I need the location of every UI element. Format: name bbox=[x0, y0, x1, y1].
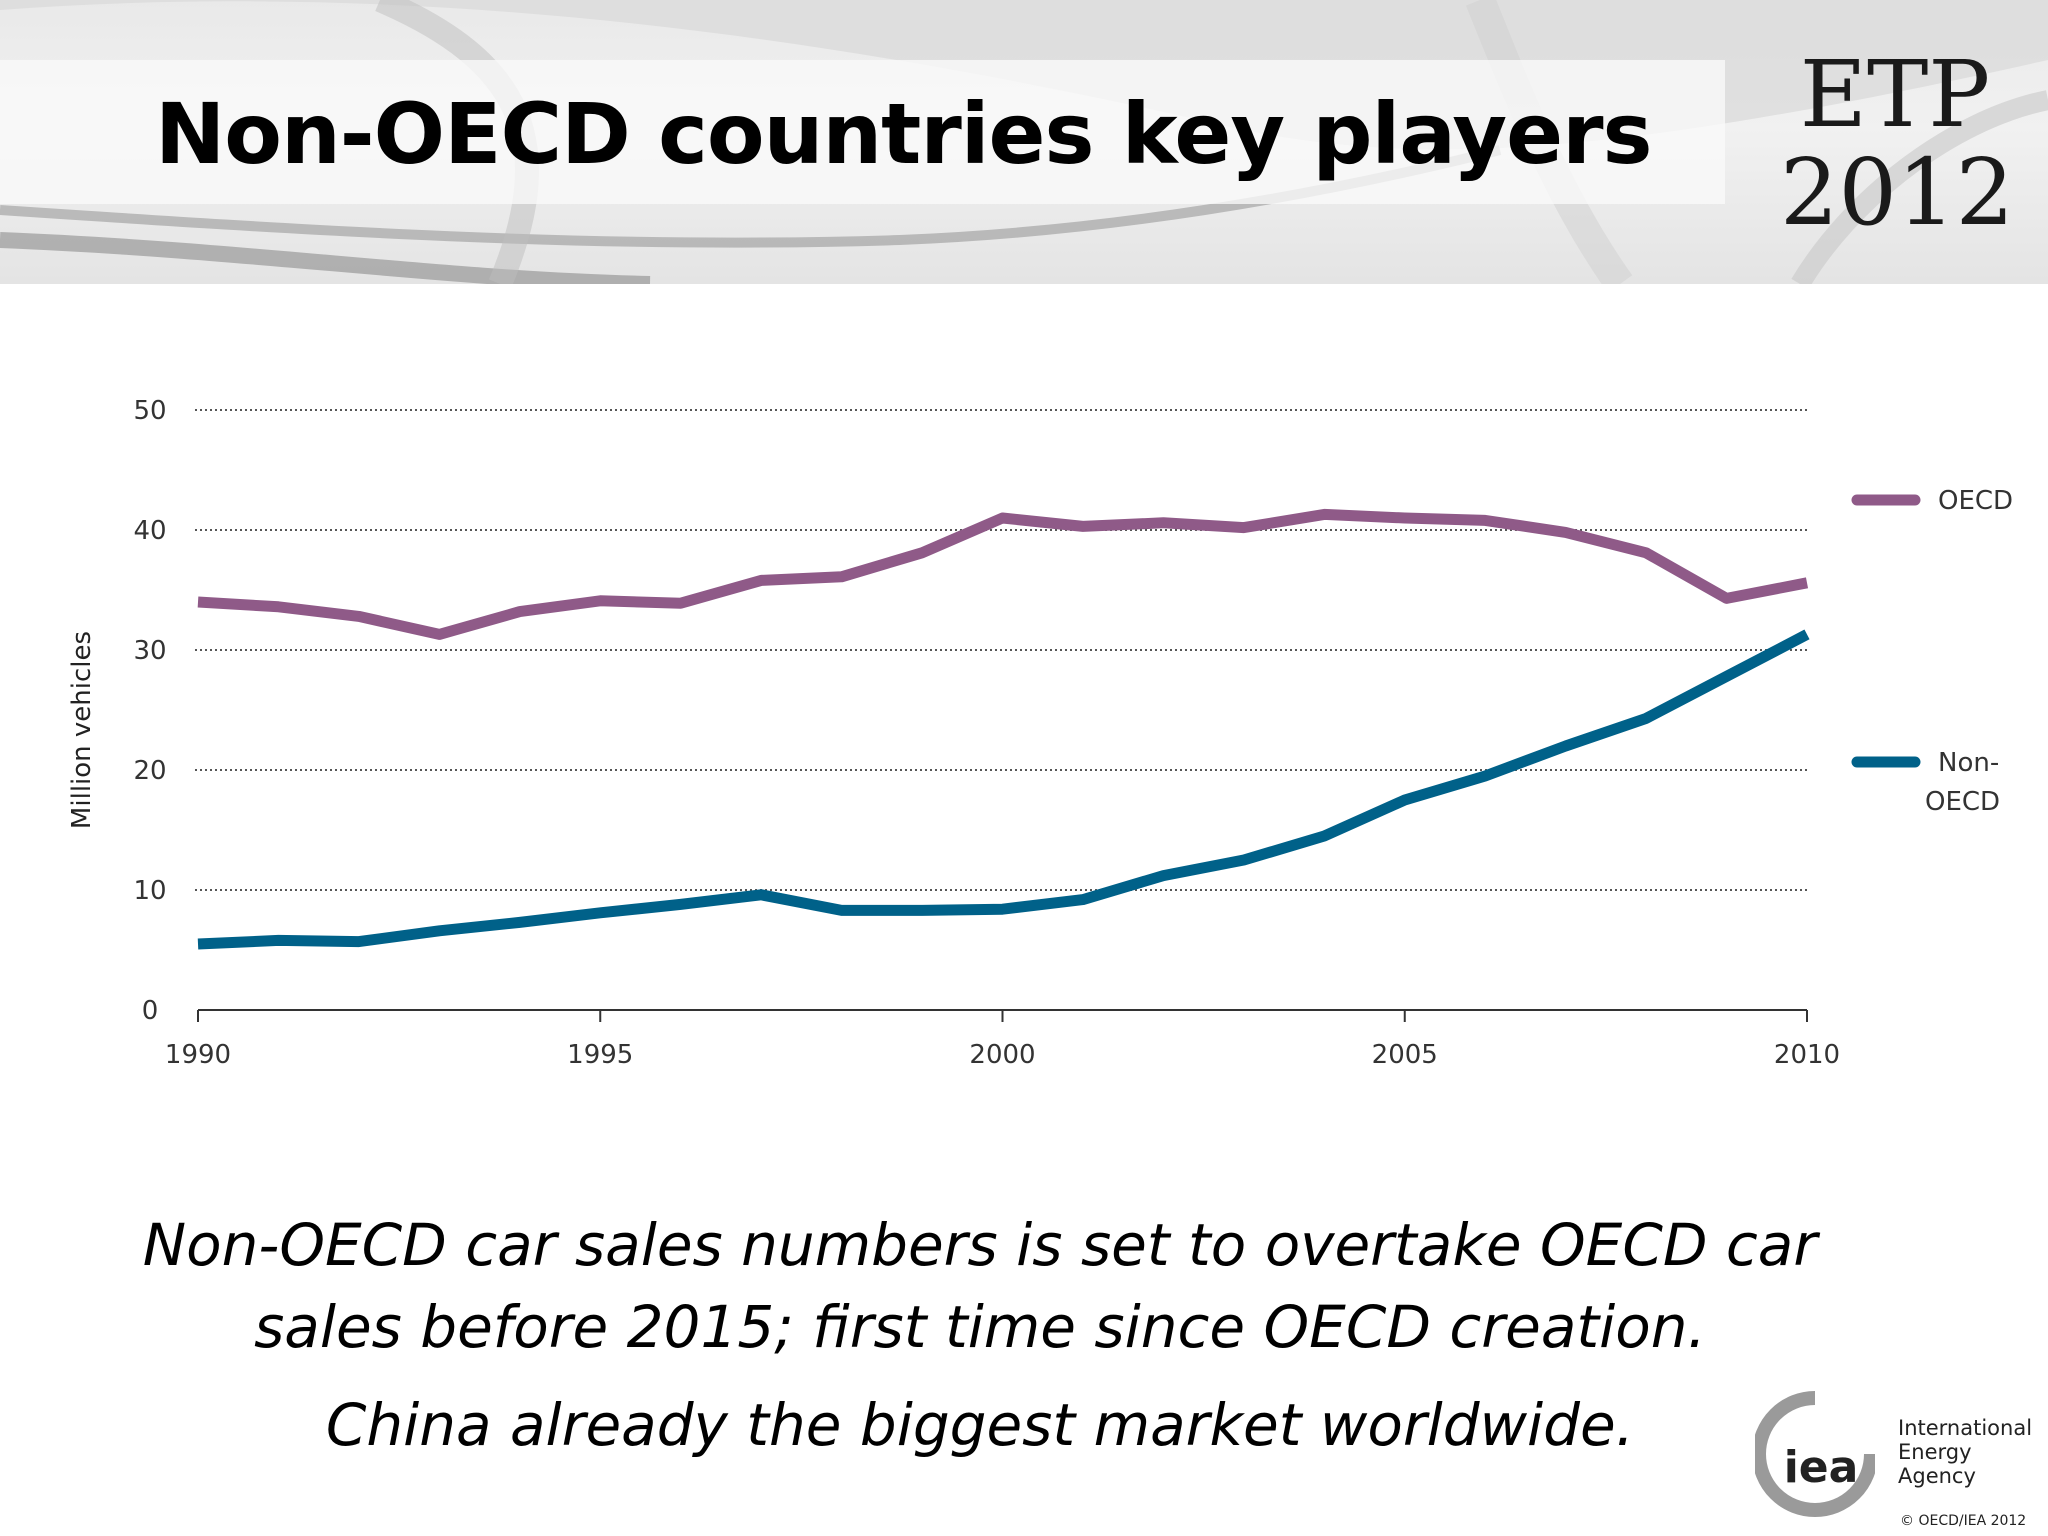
etp-badge-line1: ETP bbox=[1799, 41, 1991, 148]
line-chart: 0 10 20 30 40 50 1990 1995 2000 2005 2010 OECD Non-… bbox=[67, 396, 2013, 1070]
legend: OECD Non- OECD bbox=[1851, 486, 2013, 817]
legend-label: Non- bbox=[1938, 748, 1999, 778]
etp-badge-line2: 2012 bbox=[1780, 139, 2015, 246]
series-line-oecd bbox=[197, 508, 1809, 640]
iea-logo-text: iea bbox=[1784, 1442, 1859, 1493]
etp-badge: ETP 2012 bbox=[1780, 41, 2015, 246]
x-tick-label: 2005 bbox=[1372, 1040, 1438, 1070]
iea-org-name: International Energy Agency bbox=[1898, 1416, 2048, 1488]
slide-title: Non-OECD countries key players bbox=[155, 85, 1653, 183]
x-tick-label: 1990 bbox=[165, 1040, 231, 1070]
series-line-non-oecd bbox=[197, 629, 1810, 950]
legend-label: OECD bbox=[1925, 787, 2000, 817]
axes: 0 10 20 30 40 50 1990 1995 2000 2005 2010 bbox=[133, 396, 1840, 1070]
y-tick-label: 50 bbox=[133, 396, 166, 426]
x-tick-label: 2010 bbox=[1774, 1040, 1840, 1070]
copyright-notice: © OECD/IEA 2012 bbox=[1900, 1513, 2027, 1529]
header-banner bbox=[0, 0, 2048, 284]
x-tick-label: 1995 bbox=[567, 1040, 633, 1070]
x-tick-label: 2000 bbox=[969, 1040, 1035, 1070]
y-tick-label: 20 bbox=[133, 756, 166, 786]
y-tick-label: 30 bbox=[133, 636, 166, 666]
iea-logo-icon: iea bbox=[1755, 1391, 1875, 1517]
y-tick-label: 10 bbox=[133, 876, 166, 906]
grid-lines bbox=[195, 409, 1807, 891]
title-backdrop bbox=[0, 60, 1725, 204]
y-axis-label: Million vehicles bbox=[67, 631, 97, 829]
series-lines bbox=[197, 508, 1810, 950]
caption-secondary: China already the biggest market worldwi… bbox=[325, 1391, 1635, 1459]
y-tick-label: 0 bbox=[142, 996, 159, 1026]
iea-org-name-line1: International bbox=[1898, 1416, 2033, 1440]
caption-main: Non-OECD car sales numbers is set to ove… bbox=[142, 1211, 1818, 1361]
y-tick-label: 40 bbox=[133, 516, 166, 546]
iea-org-name-line2: Energy Agency bbox=[1898, 1440, 1976, 1488]
legend-label: OECD bbox=[1938, 486, 2013, 516]
